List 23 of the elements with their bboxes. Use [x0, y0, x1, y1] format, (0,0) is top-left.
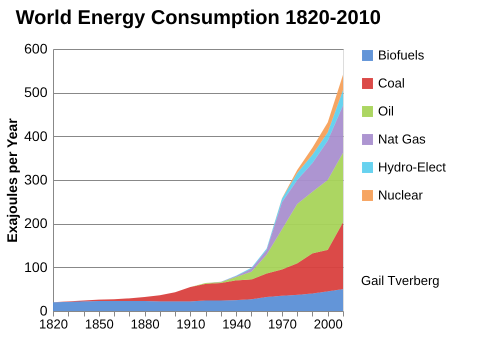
- x-tick-label: 2000: [314, 316, 343, 332]
- x-tick-label: 1940: [222, 316, 252, 332]
- legend-label: Nat Gas: [378, 132, 426, 146]
- y-tick-label: 200: [24, 215, 48, 232]
- y-tick-label: 400: [24, 128, 48, 144]
- legend-label: Oil: [378, 104, 394, 118]
- y-tick-label: 500: [24, 84, 48, 100]
- y-axis-title: Exajoules per Year: [4, 118, 20, 243]
- legend-label: Coal: [378, 76, 405, 90]
- legend-label: Nuclear: [378, 188, 424, 202]
- y-tick-label: 100: [24, 258, 48, 275]
- chart-title: World Energy Consumption 1820-2010: [16, 7, 381, 29]
- y-tick-label: 600: [24, 40, 48, 56]
- y-tick-label: 0: [40, 302, 48, 318]
- y-tick-label: 300: [24, 172, 48, 188]
- legend-label: Biofuels: [378, 48, 425, 62]
- legend-label: Hydro-Elect: [378, 160, 446, 174]
- x-tick-label: 1820: [39, 316, 68, 332]
- x-tick-label: 1910: [176, 316, 206, 332]
- text: Gail Tverberg: [361, 273, 440, 288]
- x-tick-label: 1880: [130, 316, 160, 332]
- x-tick-label: 1850: [84, 316, 114, 332]
- x-tick-label: 1970: [268, 316, 297, 332]
